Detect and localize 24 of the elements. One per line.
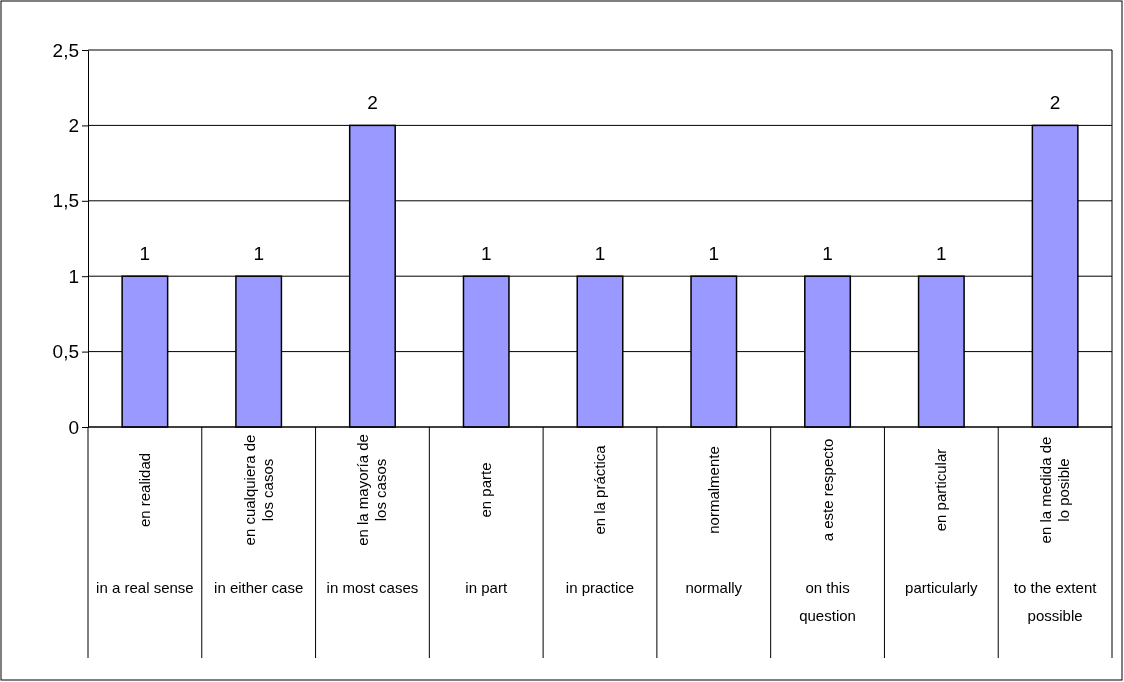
category-label: en cualquiera de los casos in either case bbox=[214, 434, 304, 596]
y-tick-label: 2 bbox=[68, 114, 79, 136]
y-tick-label: 2,5 bbox=[52, 39, 79, 61]
data-label: 2 bbox=[367, 92, 378, 114]
category-label: en particular particularly bbox=[905, 448, 978, 596]
data-label: 1 bbox=[822, 243, 833, 265]
category-label: a este respecto on this question bbox=[799, 438, 856, 624]
y-tick-label: 1,5 bbox=[52, 190, 79, 212]
category-label: en la mayoría de los casos in most cases bbox=[326, 434, 419, 596]
category-label: en la medida de lo posible to the extent possible bbox=[1013, 436, 1097, 624]
y-tick-label: 1 bbox=[68, 265, 79, 287]
category-label: en realidad in a real sense bbox=[96, 452, 194, 596]
y-tick-label: 0 bbox=[68, 416, 79, 438]
data-label: 1 bbox=[936, 243, 947, 265]
data-label: 1 bbox=[139, 243, 151, 265]
data-label: 1 bbox=[480, 243, 492, 265]
data-label: 1 bbox=[253, 243, 264, 265]
category-label: en parte in part bbox=[465, 462, 508, 596]
y-tick-label: 0,5 bbox=[52, 341, 79, 363]
data-label: 2 bbox=[1049, 92, 1061, 114]
category-label: normalmente normally bbox=[685, 446, 743, 596]
category-label: en la práctica in practice bbox=[565, 445, 635, 596]
data-label: 1 bbox=[708, 243, 720, 265]
data-label: 1 bbox=[594, 243, 606, 265]
